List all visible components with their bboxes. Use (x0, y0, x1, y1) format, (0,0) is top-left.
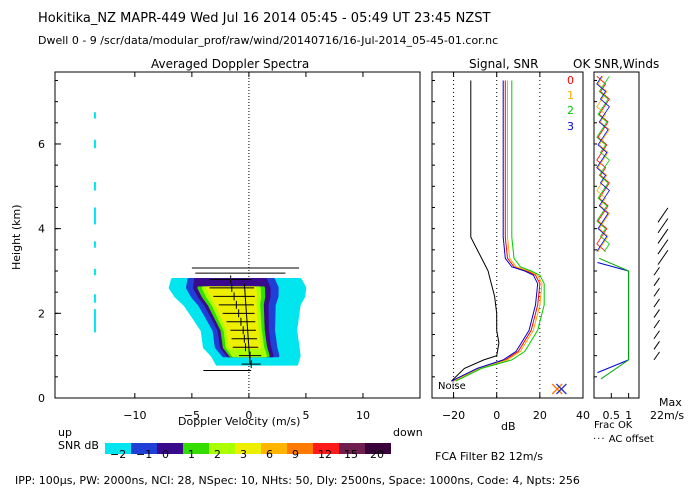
down-label: down (393, 426, 423, 439)
colorbar-tick-label: 20 (370, 448, 384, 461)
colorbar-swatch (365, 443, 391, 454)
spectra-panel: −10 −5 0 5 10 0 2 4 6 (38, 71, 421, 422)
colorbar-tick-label: 15 (344, 448, 358, 461)
series-snr-2 (455, 80, 545, 382)
colorbar-swatch (235, 443, 261, 454)
colorbar-tick-label: 3 (240, 448, 247, 461)
wind-arrow (653, 288, 660, 297)
y-tick-label: 4 (38, 223, 45, 236)
signal-frame (431, 71, 584, 399)
fca-filter: FCA Filter B2 12m/s (435, 450, 543, 463)
max-label: Max (659, 396, 682, 409)
frac-ok-label: Frac OK (594, 420, 633, 431)
spectra-frame (54, 71, 421, 399)
wind-arrow (657, 249, 669, 265)
wind-arrow (653, 298, 660, 308)
noise-label: Noise (438, 381, 466, 392)
series-signal (451, 80, 500, 382)
series-snr-3 (451, 80, 539, 382)
colorbar-tick-label: −2 (110, 448, 127, 461)
spectra-title: Averaged Doppler Spectra (151, 57, 310, 71)
x-tick-label: −10 (123, 409, 146, 422)
signal-title: Signal, SNR (469, 57, 539, 71)
peak-trace (243, 283, 251, 365)
legend-0: 0 (567, 74, 574, 87)
wind-arrow (653, 277, 660, 287)
wind-arrow (653, 266, 660, 276)
colorbar-swatch (183, 443, 209, 454)
ok-snr-trace (596, 75, 610, 252)
footer-params: IPP: 100μs, PW: 2000ns, NCI: 28, NSpec: … (15, 474, 580, 487)
wind-arrow (653, 319, 660, 329)
colorbar-swatch (209, 443, 235, 454)
x-tick-label: 20 (533, 409, 547, 422)
header-title: Hokitika_NZ MAPR-449 Wed Jul 16 2014 05:… (38, 11, 491, 26)
ok-snr-trace (596, 75, 610, 252)
ac-offset-label: ··· AC offset (593, 434, 654, 445)
x-tick-label: 0 (245, 409, 252, 422)
db-label: dB (501, 420, 516, 433)
colorbar-swatch (105, 443, 131, 454)
winds-panel: 0.5 1 (593, 71, 669, 422)
x-tick-label: −5 (184, 409, 200, 422)
wind-arrow (653, 341, 660, 350)
winds-title: OK SNR,Winds (573, 57, 660, 71)
colorbar-tick-label: −1 (136, 448, 153, 461)
x-tick-label: 0 (493, 409, 500, 422)
frac-ok-line (597, 262, 630, 374)
x-tick-label: 1 (625, 409, 632, 422)
header-file: Dwell 0 - 9 /scr/data/modular_prof/raw/w… (38, 34, 499, 47)
series-snr-0 (453, 80, 541, 382)
x-tick-label: 0.5 (603, 409, 621, 422)
colorbar-swatch (157, 443, 183, 454)
ok-snr-trace (596, 75, 610, 252)
wind-arrow (657, 218, 669, 234)
y-tick-label: 0 (38, 392, 45, 405)
x-axis-label: Doppler Velocity (m/s) (178, 415, 301, 428)
noise-marker (551, 383, 563, 395)
colorbar-swatch (339, 443, 365, 454)
colorbar-swatch (131, 443, 157, 454)
wind-arrow (653, 330, 660, 340)
colorbar-tick-label: 1 (188, 448, 195, 461)
colorbar-swatch (287, 443, 313, 454)
x-tick-label: 10 (356, 409, 370, 422)
max-value: 22m/s (650, 409, 685, 422)
wind-arrow (653, 351, 660, 361)
wind-arrow (657, 239, 669, 255)
x-tick-label: 5 (302, 409, 309, 422)
y-tick-label: 6 (38, 138, 45, 151)
colorbar-tick-label: 9 (292, 448, 299, 461)
ok-snr-trace (596, 75, 610, 252)
legend-3: 3 (567, 120, 574, 133)
colorbar-tick-label: 0 (162, 448, 169, 461)
winds-frame (593, 71, 640, 399)
x-tick-label: 40 (576, 409, 590, 422)
series-snr-1 (453, 80, 543, 382)
colorbar-tick-label: 12 (318, 448, 332, 461)
x-tick-label: −20 (442, 409, 465, 422)
y-tick-label: 2 (38, 307, 45, 320)
legend-2: 2 (567, 104, 574, 117)
colorbar-tick-label: 6 (266, 448, 273, 461)
legend-1: 1 (567, 89, 574, 102)
wind-arrow (657, 207, 669, 223)
up-label: up (58, 426, 72, 439)
colorbar-swatch (261, 443, 287, 454)
colorbar-swatch (313, 443, 339, 454)
noise-marker (555, 383, 567, 395)
wind-arrow (657, 228, 669, 244)
frac-ok-line (598, 257, 630, 380)
colorbar-tick-label: 2 (214, 448, 221, 461)
snr-contour (206, 286, 262, 349)
wind-arrow (653, 309, 660, 318)
colorbar-label: SNR dB (58, 439, 99, 452)
signal-panel: −20 0 20 40 (431, 71, 590, 422)
